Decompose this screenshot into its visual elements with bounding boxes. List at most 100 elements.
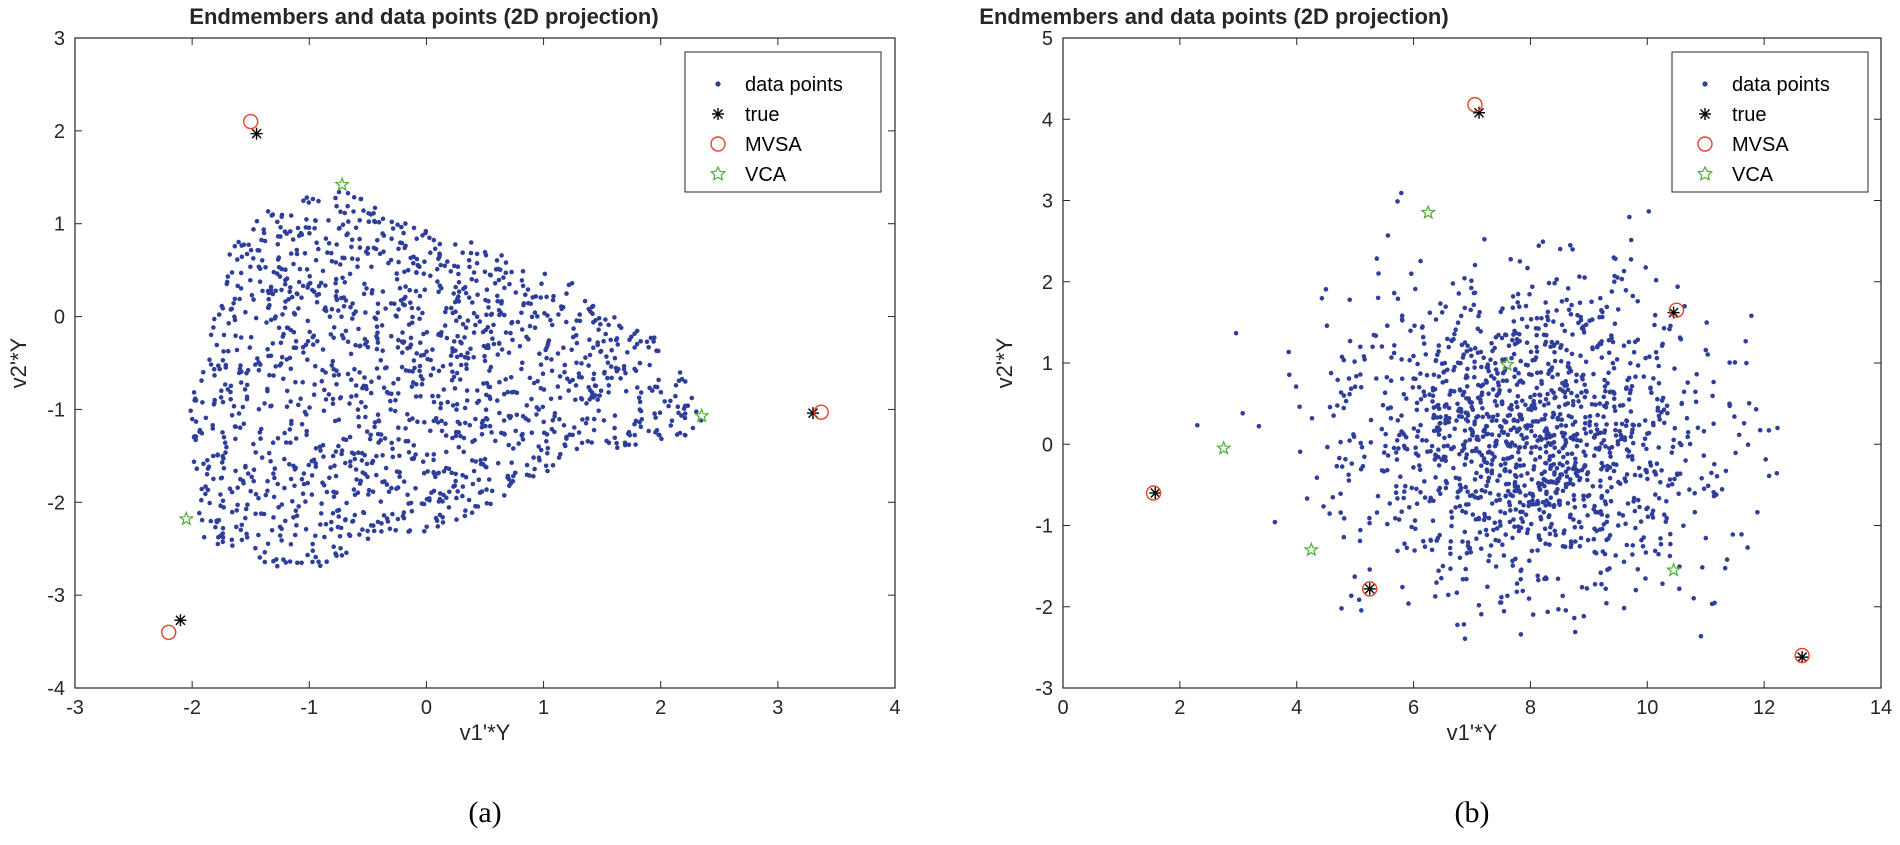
data-point (466, 497, 472, 503)
data-point (1484, 467, 1490, 473)
data-point (1746, 401, 1752, 406)
data-point (567, 432, 572, 438)
data-point (465, 318, 471, 323)
data-point (486, 298, 491, 304)
data-point (225, 348, 231, 354)
data-point (656, 377, 661, 383)
data-point (1672, 366, 1677, 371)
data-point (330, 396, 336, 402)
y-tick-label: -2 (1035, 597, 1053, 619)
data-point (650, 388, 655, 393)
data-point (251, 478, 256, 484)
data-point (524, 334, 529, 340)
data-point (374, 472, 379, 478)
data-point (440, 515, 446, 520)
data-point (363, 404, 368, 410)
data-point (1424, 407, 1429, 413)
data-point (1523, 402, 1528, 408)
data-point (1635, 567, 1641, 572)
data-point (1446, 405, 1452, 411)
data-point (1582, 382, 1587, 388)
data-point (1679, 401, 1684, 407)
data-point (408, 255, 414, 261)
data-point (1517, 331, 1522, 337)
data-point (1472, 262, 1478, 268)
data-point (1612, 408, 1618, 414)
data-point (1599, 441, 1604, 446)
data-point (225, 387, 231, 392)
data-point (378, 499, 384, 504)
data-point (1409, 485, 1415, 491)
data-point (418, 373, 424, 379)
data-point (1585, 477, 1590, 483)
data-point (1610, 360, 1616, 366)
data-point (1546, 371, 1551, 377)
data-point (1590, 484, 1596, 489)
data-point (525, 287, 531, 292)
data-point (476, 477, 482, 483)
data-point (357, 370, 362, 375)
data-point (1585, 470, 1591, 475)
data-point (1456, 291, 1462, 296)
data-point (351, 451, 357, 457)
data-point (1573, 456, 1578, 462)
data-point (353, 383, 359, 388)
legend-label-true: true (1732, 104, 1766, 126)
data-point (1449, 523, 1454, 529)
data-point (493, 267, 499, 272)
data-point (405, 412, 410, 417)
data-point (409, 305, 415, 311)
data-point (344, 232, 349, 238)
data-point (230, 543, 235, 548)
data-point (1578, 404, 1584, 410)
data-point (1611, 396, 1617, 402)
data-point (350, 519, 355, 524)
data-point (1486, 515, 1492, 521)
data-point (1630, 427, 1635, 433)
data-point (602, 369, 607, 375)
data-point (1346, 376, 1352, 381)
data-point (1429, 443, 1435, 449)
data-point (545, 445, 551, 451)
data-point (578, 396, 584, 401)
data-point (1402, 541, 1407, 546)
data-point (1541, 402, 1547, 408)
data-point (1541, 510, 1547, 515)
data-point (1330, 495, 1336, 500)
data-point (1641, 442, 1646, 448)
data-point (1430, 518, 1436, 523)
data-point (1514, 382, 1520, 388)
data-point (413, 452, 418, 457)
data-point (587, 337, 592, 343)
data-point (1562, 443, 1568, 448)
data-point (632, 366, 637, 372)
data-point (481, 381, 486, 386)
data-point (450, 346, 455, 351)
data-point (413, 486, 418, 491)
data-point (412, 365, 417, 371)
data-point (1582, 421, 1588, 426)
data-point (280, 334, 286, 339)
data-point (1652, 469, 1657, 474)
data-point (1602, 377, 1607, 383)
data-point (1337, 455, 1342, 461)
data-point (1611, 468, 1617, 474)
data-point (604, 354, 609, 359)
data-point (1341, 405, 1346, 411)
data-point (495, 298, 500, 304)
data-point (222, 440, 228, 446)
data-point (251, 256, 256, 261)
data-point (408, 335, 414, 341)
data-point (421, 331, 426, 337)
data-point (281, 376, 286, 382)
data-point (1527, 292, 1532, 297)
data-point (381, 385, 387, 391)
data-point (1616, 511, 1622, 516)
data-point (1572, 629, 1578, 635)
data-point (1656, 363, 1661, 369)
data-point (1358, 527, 1363, 533)
data-point (417, 293, 423, 299)
data-point (349, 237, 355, 243)
data-point (1601, 394, 1607, 400)
data-point (1577, 477, 1582, 483)
